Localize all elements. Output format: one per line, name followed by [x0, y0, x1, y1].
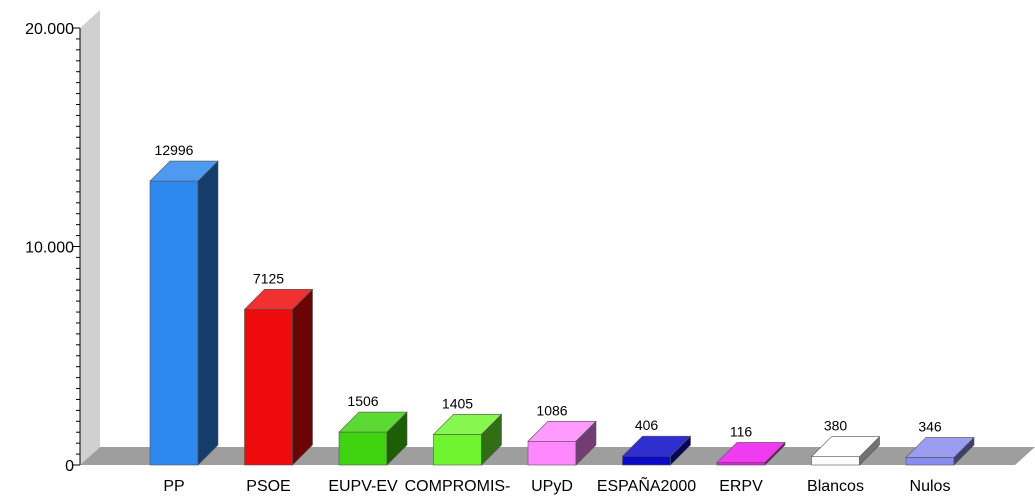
x-tick-label: Nulos — [910, 478, 951, 495]
bar-top — [338, 411, 408, 433]
data-label: 7125 — [253, 270, 284, 286]
bar-front — [149, 180, 199, 466]
bar-3: 1405 — [432, 395, 503, 466]
bar-top — [527, 420, 597, 442]
y-tick-label: 10.000 — [25, 240, 74, 257]
bar-1: 7125 — [243, 270, 314, 466]
x-tick-label: Blancos — [807, 478, 864, 495]
bar-front — [716, 462, 766, 466]
x-axis-labels: PP PSOE EUPV-EV COMPROMIS- UPyD ESPAÑA2000 ERP… — [163, 475, 950, 495]
bar-top — [810, 436, 881, 457]
bar-top — [149, 160, 219, 182]
bar-5: 406 — [621, 417, 692, 466]
bar-side — [292, 288, 313, 466]
data-label: 1506 — [347, 393, 378, 409]
x-tick-label: PSOE — [246, 478, 290, 495]
x-tick-label: ESPAÑA2000 — [597, 475, 696, 495]
data-label: 346 — [918, 418, 942, 434]
bar-0: 12996 — [149, 142, 219, 466]
bar-7: 380 — [810, 418, 881, 466]
bar-top — [621, 435, 692, 457]
y-tick-label: 20.000 — [25, 21, 74, 38]
data-label: 116 — [730, 423, 753, 439]
x-tick-label: EUPV-EV — [328, 478, 398, 495]
data-label: 12996 — [155, 142, 194, 158]
bar-4: 1086 — [527, 402, 597, 466]
bar-front — [527, 440, 577, 466]
x-tick-label: ERPV — [719, 478, 763, 495]
bar-side — [197, 160, 219, 466]
bar-front — [905, 457, 955, 466]
bars: 12996 7125 1506 1405 1086 406 116 380 346 — [149, 142, 975, 466]
y-tick-label: 0 — [65, 458, 74, 475]
bar-8: 346 — [905, 418, 975, 466]
chart-side-wall — [80, 10, 100, 465]
bar-front — [622, 455, 671, 466]
bar-2: 1506 — [338, 393, 408, 466]
bar-top — [432, 414, 503, 435]
x-tick-label: UPyD — [531, 478, 573, 495]
x-tick-label: COMPROMIS- — [405, 478, 511, 495]
data-label: 1086 — [536, 402, 567, 418]
bar-front — [811, 456, 860, 466]
bar-front — [244, 309, 293, 466]
x-tick-label: PP — [163, 478, 184, 495]
bar-6: 116 — [716, 423, 786, 466]
bar-front — [338, 431, 388, 466]
bar-top — [243, 289, 314, 310]
data-label: 1405 — [442, 395, 473, 411]
bar-top — [716, 442, 786, 463]
y-axis-ticks: 0 10.000 20.000 — [25, 21, 80, 475]
bar-top — [905, 437, 975, 458]
data-label: 380 — [824, 418, 848, 434]
data-label: 406 — [635, 417, 659, 433]
bar-front — [433, 434, 482, 466]
